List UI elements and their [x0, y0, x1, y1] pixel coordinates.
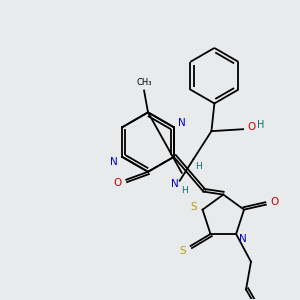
- Text: H: H: [257, 120, 265, 130]
- Text: N: N: [110, 157, 118, 167]
- Text: O: O: [247, 122, 255, 132]
- Text: H: H: [195, 162, 202, 171]
- Text: N: N: [171, 179, 178, 189]
- Text: O: O: [271, 197, 279, 207]
- Text: N: N: [178, 118, 186, 128]
- Text: S: S: [179, 246, 186, 256]
- Text: N: N: [239, 234, 247, 244]
- Text: H: H: [181, 186, 188, 195]
- Text: S: S: [190, 202, 197, 212]
- Text: CH₃: CH₃: [136, 78, 152, 87]
- Text: O: O: [113, 178, 122, 188]
